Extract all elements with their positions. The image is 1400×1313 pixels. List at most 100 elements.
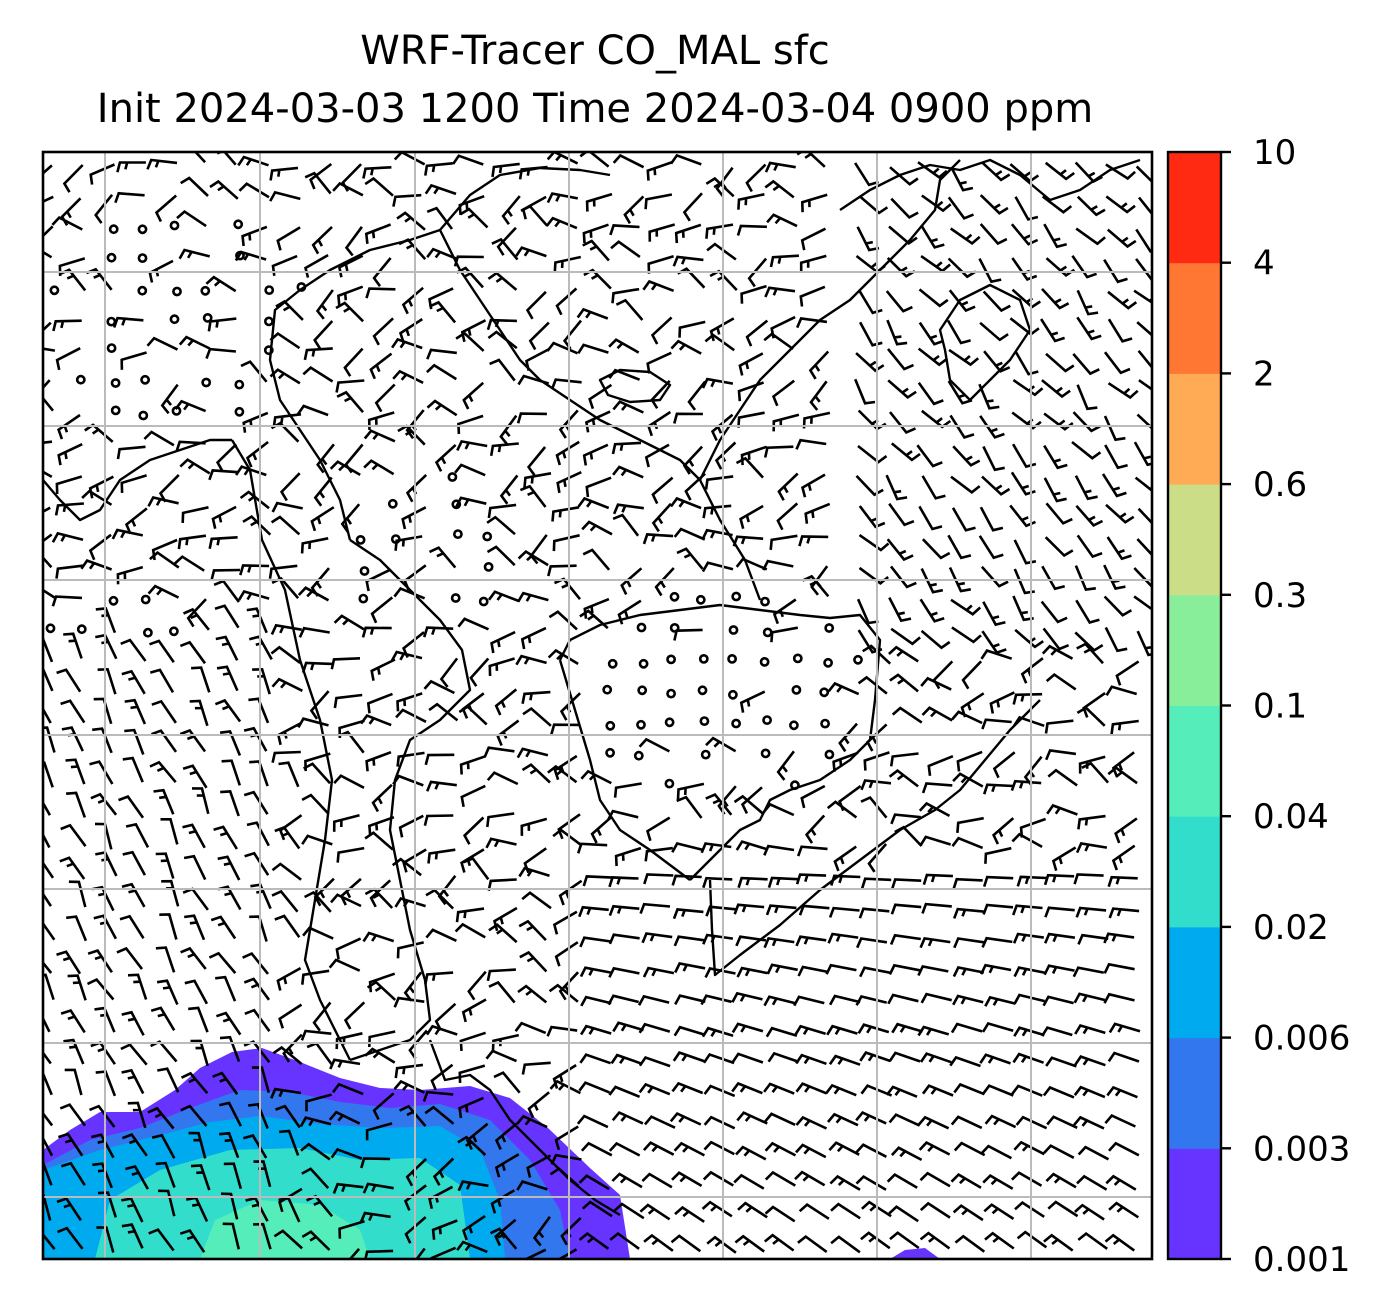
calm-wind-marker <box>637 685 648 696</box>
wind-barb <box>1041 565 1066 591</box>
wind-barb <box>57 443 83 466</box>
wind-barb <box>552 828 583 847</box>
wind-barb <box>124 728 145 755</box>
wind-barb <box>585 192 613 212</box>
wind-barb <box>118 795 145 819</box>
wind-barb <box>426 348 457 360</box>
wind-barb <box>989 691 1015 714</box>
wind-barb <box>702 1052 735 1065</box>
wind-barb <box>487 503 517 519</box>
wind-barb <box>151 729 178 753</box>
wind-barb <box>890 878 922 890</box>
wind-barb <box>981 936 1013 948</box>
wind-barb <box>1046 803 1078 816</box>
wind-barb <box>301 1167 330 1189</box>
wind-barb <box>1073 1085 1106 1099</box>
wind-barb <box>523 472 552 488</box>
wind-barb <box>889 933 921 946</box>
calm-wind-marker <box>819 687 830 698</box>
wind-barb <box>119 914 145 939</box>
wind-barb <box>247 1102 269 1129</box>
wind-barb <box>485 837 517 849</box>
wind-barb <box>242 514 272 536</box>
coastline-west-inlet <box>43 438 232 522</box>
wind-barb <box>829 1174 861 1191</box>
wind-barb <box>370 596 394 624</box>
wind-barb <box>952 994 984 1006</box>
wind-barb <box>771 379 795 407</box>
wind-barb <box>949 414 975 439</box>
wind-barb <box>795 438 827 450</box>
wind-barb <box>180 176 209 197</box>
wind-barb <box>576 1114 609 1129</box>
wind-barb <box>403 1184 427 1211</box>
contour-band-0.04 <box>200 1200 370 1259</box>
wind-barb <box>125 822 150 849</box>
wind-barb <box>682 192 703 222</box>
wind-barb <box>1076 534 1103 559</box>
wind-barb <box>341 163 363 192</box>
wind-barb <box>651 476 674 505</box>
wind-barb <box>253 1222 272 1250</box>
wind-barb <box>363 459 395 476</box>
wind-barb <box>374 383 396 413</box>
wind-barb <box>769 254 799 268</box>
wind-barb <box>981 1021 1014 1033</box>
wind-barb <box>1107 766 1138 785</box>
wind-barb <box>1103 259 1128 284</box>
wind-barb <box>527 1091 550 1119</box>
wind-barb <box>704 475 734 490</box>
wind-barb <box>610 240 641 258</box>
wind-barb <box>855 352 885 373</box>
wind-barb <box>180 1104 208 1127</box>
wind-barb <box>639 1203 671 1221</box>
wind-barb <box>612 153 645 169</box>
wind-barb <box>333 614 365 631</box>
wind-barb <box>582 223 609 244</box>
wind-barb <box>155 852 175 879</box>
wind-barb <box>150 1040 178 1063</box>
wind-barb <box>763 1082 795 1095</box>
calm-wind-marker <box>823 657 833 668</box>
wind-barb <box>638 1055 671 1068</box>
wind-barb <box>313 476 333 507</box>
wind-barb <box>918 1140 951 1156</box>
wind-barb <box>921 1084 954 1097</box>
wind-barb <box>62 164 84 193</box>
wind-barb <box>890 442 921 462</box>
wind-barb <box>623 195 645 225</box>
wind-barb <box>122 850 147 876</box>
colorbar-tick-label: 2 <box>1253 354 1275 394</box>
calm-wind-marker <box>638 658 649 669</box>
wind-barb <box>486 771 519 786</box>
wind-barb <box>215 635 239 661</box>
wind-barb <box>489 442 519 457</box>
wind-barb <box>241 225 268 247</box>
wind-barb <box>794 1170 826 1187</box>
wind-barb <box>329 460 361 477</box>
calm-wind-marker <box>45 623 56 634</box>
wind-barb <box>737 411 765 428</box>
calm-wind-marker <box>49 285 60 296</box>
wind-barb <box>980 649 1013 660</box>
wind-barb <box>1010 779 1042 792</box>
colorbar-swatch-0.006 <box>1168 926 1221 1039</box>
wind-barb <box>80 559 113 571</box>
wind-barb <box>365 287 396 299</box>
wind-barb <box>947 257 977 279</box>
wind-barb <box>765 904 797 916</box>
wind-barb <box>1011 1084 1043 1097</box>
wind-barb <box>63 632 83 659</box>
wind-barb <box>827 932 859 944</box>
wind-barb <box>860 877 892 889</box>
wind-barb <box>363 429 396 443</box>
wind-barb <box>673 1025 706 1037</box>
wind-barb <box>950 1022 983 1034</box>
wind-barb <box>704 967 736 978</box>
wind-barb <box>979 506 1004 532</box>
calm-wind-marker <box>233 219 244 230</box>
wind-barb <box>279 472 301 502</box>
wind-barb <box>1012 1052 1045 1064</box>
wind-barb <box>919 1171 951 1188</box>
wind-barb <box>366 980 397 1001</box>
